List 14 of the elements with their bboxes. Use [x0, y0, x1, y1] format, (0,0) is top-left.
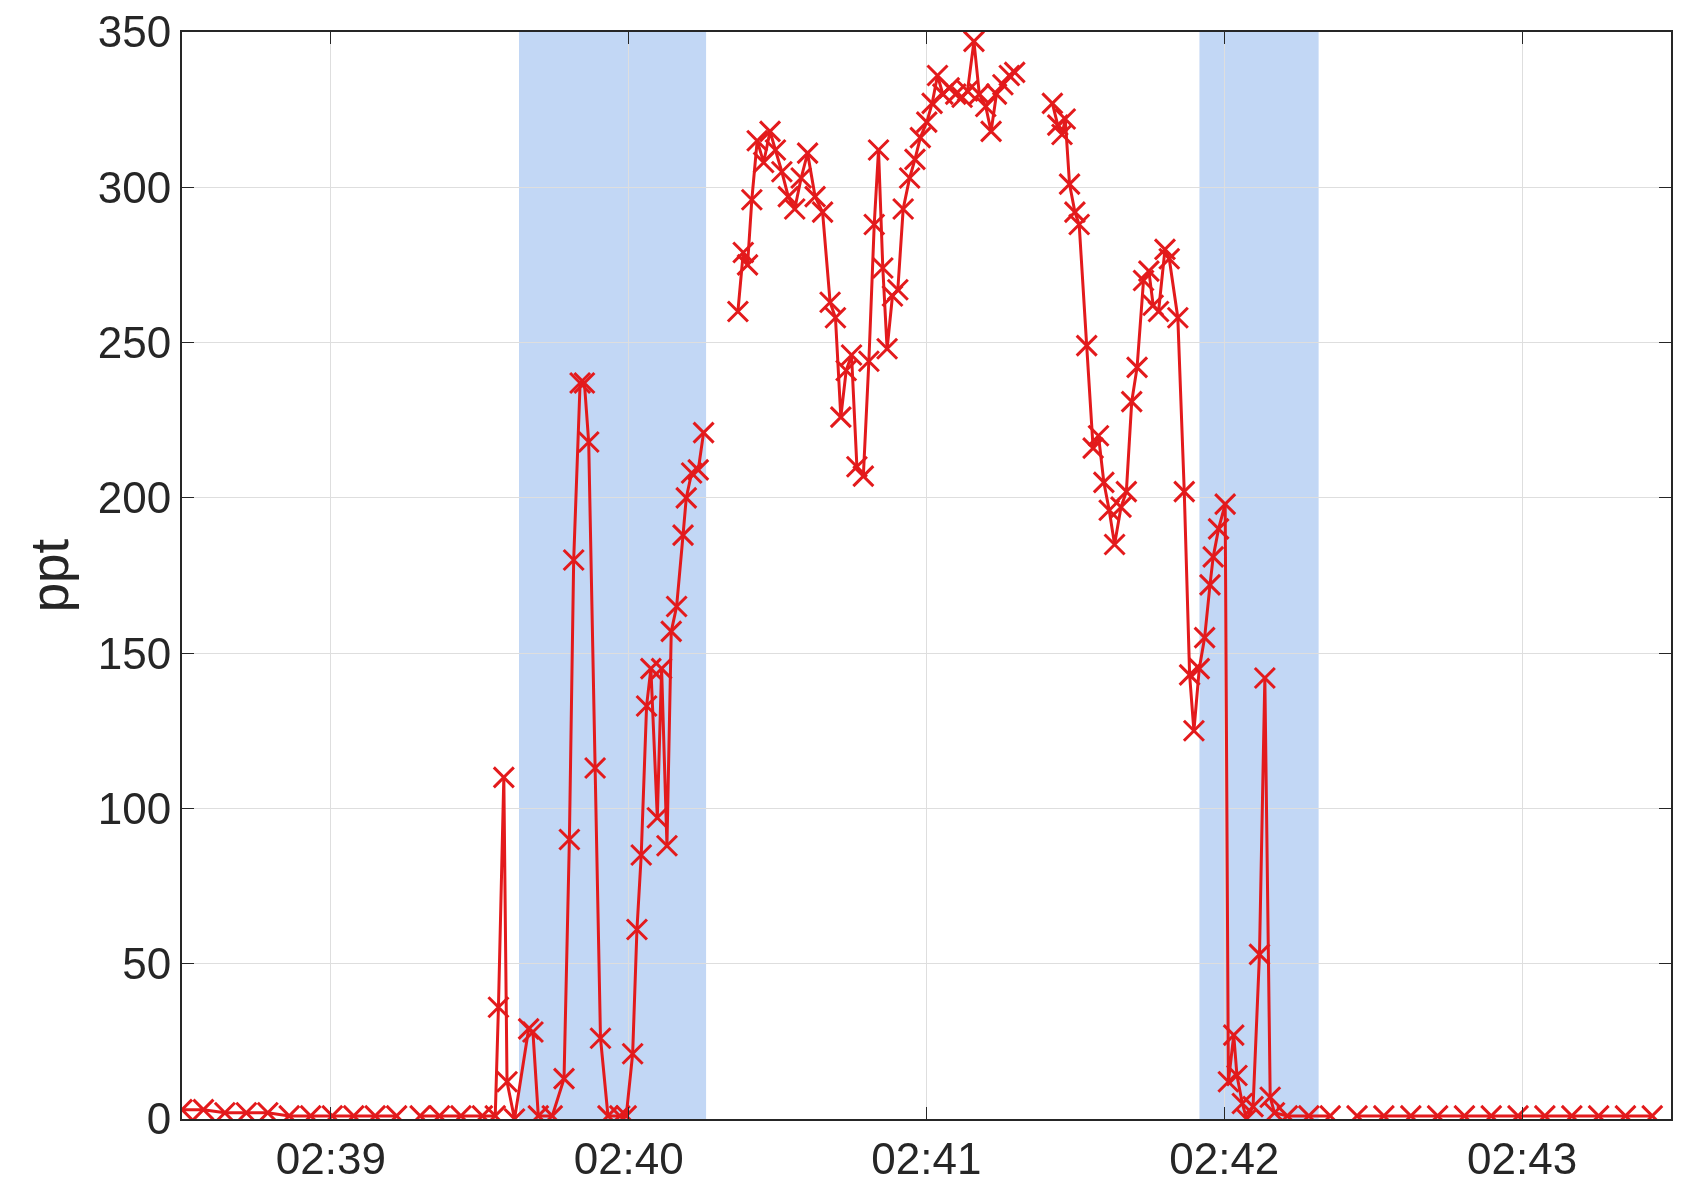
- y-tick-label: 50: [122, 939, 172, 989]
- x-tick-label: 02:41: [871, 1133, 982, 1183]
- y-axis-title: ppt: [20, 538, 80, 613]
- y-tick-label: 350: [97, 7, 172, 57]
- x-tick-label: 02:42: [1169, 1133, 1280, 1183]
- y-tick-label: 100: [97, 783, 172, 833]
- y-tick-label: 0: [146, 1094, 172, 1144]
- x-tick-label: 02:39: [275, 1133, 386, 1183]
- y-tick-label: 150: [97, 628, 172, 678]
- x-tick-label: 02:43: [1467, 1133, 1578, 1183]
- x-tick-label: 02:40: [573, 1133, 684, 1183]
- y-tick-label: 250: [97, 317, 172, 367]
- y-tick-label: 300: [97, 162, 172, 212]
- y-tick-label: 200: [97, 473, 172, 523]
